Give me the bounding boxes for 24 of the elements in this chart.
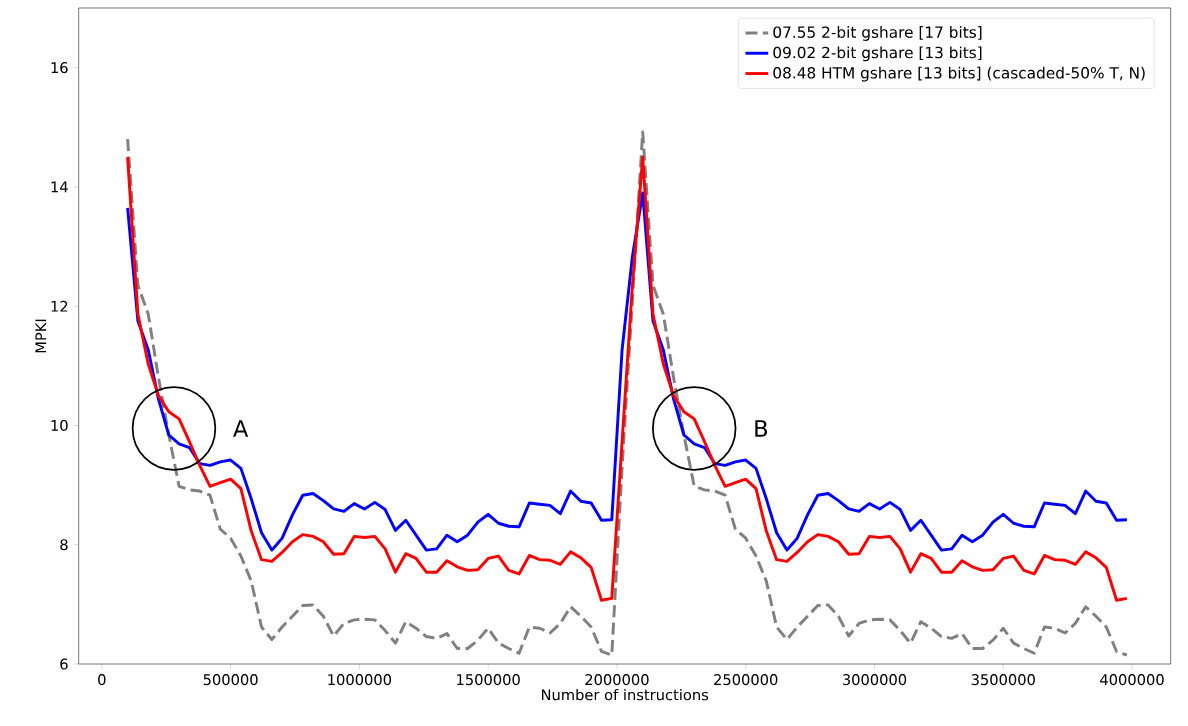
x-tick-label: 2500000 bbox=[714, 674, 778, 686]
legend-label: 08.48 HTM gshare [13 bits] (cascaded-50% T, N) bbox=[773, 66, 1145, 82]
x-tick-label: 2000000 bbox=[585, 674, 649, 686]
legend-label: 07.55 2-bit gshare [17 bits] bbox=[773, 26, 982, 41]
y-tick-label: 8 bbox=[60, 539, 68, 551]
x-tick-label: 1000000 bbox=[328, 674, 392, 686]
legend-label: 09.02 2-bit gshare [13 bits] bbox=[773, 46, 982, 62]
y-axis-title: MPKI bbox=[35, 319, 47, 353]
y-tick-label: 10 bbox=[51, 419, 68, 431]
x-tick-label: 500000 bbox=[203, 674, 258, 686]
x-tick-label: 4000000 bbox=[1100, 674, 1164, 686]
x-tick-label: 3500000 bbox=[971, 674, 1035, 686]
x-tick-label: 0 bbox=[98, 674, 106, 686]
line-series bbox=[126, 130, 1129, 657]
x-axis-title: Number of instructions bbox=[541, 688, 709, 701]
annotation: B bbox=[755, 420, 768, 437]
x-tick-label: 3000000 bbox=[842, 674, 907, 686]
y-tick-label: 16 bbox=[51, 62, 68, 74]
line-series bbox=[126, 155, 1129, 602]
y-tick-label: 6 bbox=[60, 658, 68, 670]
y-tick-label: 12 bbox=[51, 300, 68, 312]
x-tick-label: 1500000 bbox=[457, 674, 520, 686]
y-tick-label: 14 bbox=[51, 181, 68, 193]
annotation: A bbox=[233, 420, 249, 437]
